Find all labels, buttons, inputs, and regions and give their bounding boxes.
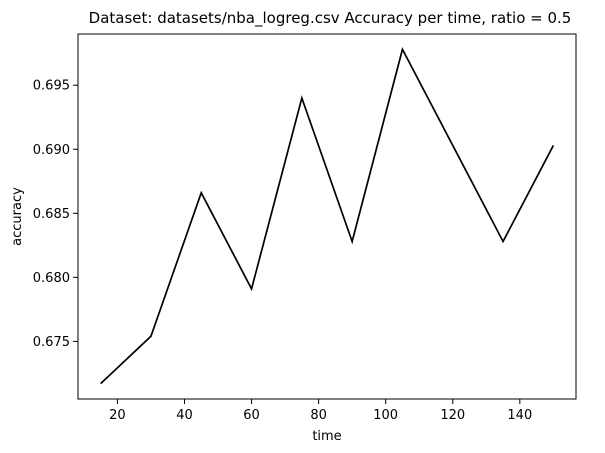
y-tick-label: 0.695: [33, 79, 70, 94]
x-tick-label: 40: [176, 408, 193, 423]
series-line: [100, 47, 555, 385]
x-tick-label: 100: [373, 408, 398, 423]
y-axis-label: accuracy: [10, 187, 25, 246]
x-tick-label: 20: [109, 408, 126, 423]
plot-area: 0.675 0.680 0.685 0.690 0.695 20 40 60 80 100 120…: [33, 33, 577, 423]
x-tick-label: 120: [440, 408, 465, 423]
y-axis-ticks: 0.675 0.680 0.685 0.690 0.695: [33, 79, 78, 350]
x-tick-label: 80: [310, 408, 327, 423]
y-tick-label: 0.685: [33, 207, 70, 222]
y-tick-label: 0.680: [33, 271, 70, 286]
y-tick-label: 0.690: [33, 143, 70, 158]
chart-title: Dataset: datasets/nba_logreg.csv Accurac…: [89, 9, 572, 28]
series-group: [100, 47, 555, 385]
y-tick-label: 0.675: [33, 335, 70, 350]
x-tick-label: 140: [507, 408, 532, 423]
plot-frame: [77, 33, 577, 400]
x-axis-label: time: [312, 429, 341, 444]
x-tick-label: 60: [243, 408, 260, 423]
x-axis-ticks: 20 40 60 80 100 120 140: [109, 399, 532, 423]
